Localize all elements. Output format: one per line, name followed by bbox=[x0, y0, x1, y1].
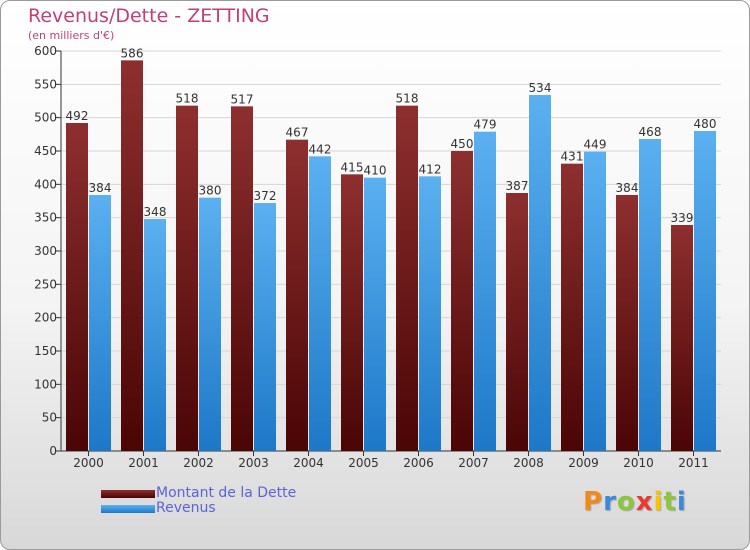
data-label-dette: 518 bbox=[176, 92, 199, 106]
bar-revenus bbox=[144, 219, 166, 451]
data-label-dette: 492 bbox=[66, 109, 89, 123]
data-label-dette: 518 bbox=[396, 92, 419, 106]
bar-revenus bbox=[199, 197, 221, 451]
data-label-revenus: 534 bbox=[529, 81, 552, 95]
bar-revenus bbox=[419, 176, 441, 452]
y-tick-label: 400 bbox=[34, 177, 57, 191]
bar-dette bbox=[121, 60, 143, 451]
y-tick-label: 550 bbox=[34, 77, 57, 91]
x-tick-label: 2002 bbox=[183, 456, 214, 470]
x-tick-label: 2006 bbox=[403, 456, 434, 470]
y-tick-label: 50 bbox=[42, 411, 57, 425]
data-label-revenus: 410 bbox=[364, 164, 387, 178]
bar-dette bbox=[341, 174, 363, 452]
bar-revenus bbox=[254, 203, 276, 451]
bar-revenus bbox=[639, 139, 661, 451]
bar-dette bbox=[66, 123, 88, 451]
legend-label-dette: Montant de la Dette bbox=[156, 485, 297, 501]
y-tick-label: 500 bbox=[34, 111, 57, 125]
chart-subtitle: (en milliers d'€) bbox=[28, 29, 115, 42]
bar-dette bbox=[671, 225, 693, 451]
legend-swatch-dette bbox=[101, 490, 155, 498]
bar-revenus bbox=[309, 156, 331, 452]
bar-revenus bbox=[529, 95, 551, 451]
legend-swatch-revenus bbox=[101, 505, 155, 513]
data-label-revenus: 380 bbox=[199, 184, 222, 198]
y-tick-label: 250 bbox=[34, 277, 57, 291]
x-tick-label: 2005 bbox=[348, 456, 379, 470]
x-tick-label: 2001 bbox=[128, 456, 159, 470]
data-label-dette: 384 bbox=[616, 181, 639, 195]
bar-dette bbox=[286, 139, 308, 451]
x-tick-label: 2004 bbox=[293, 456, 324, 470]
axes: 0 50 100 150 200 250 300 350 400 450 500 550 600 2000… bbox=[34, 44, 721, 470]
bar-revenus bbox=[584, 151, 606, 451]
data-label-dette: 431 bbox=[561, 150, 584, 164]
logo-letter: r bbox=[603, 487, 617, 517]
x-tick-label: 2009 bbox=[568, 456, 599, 470]
data-label-revenus: 468 bbox=[639, 125, 662, 139]
data-label-dette: 415 bbox=[341, 160, 364, 174]
logo-letter: P bbox=[583, 487, 604, 517]
x-tick-label: 2008 bbox=[513, 456, 544, 470]
bar-dette bbox=[396, 105, 418, 452]
y-tick-label: 0 bbox=[49, 444, 57, 458]
data-label-revenus: 384 bbox=[89, 181, 112, 195]
bar-dette bbox=[506, 193, 528, 451]
bar-dette bbox=[561, 163, 583, 451]
x-tick-label: 2007 bbox=[458, 456, 489, 470]
bar-dette bbox=[616, 195, 638, 451]
x-tick-label: 2003 bbox=[238, 456, 269, 470]
x-tick-label: 2000 bbox=[73, 456, 104, 470]
bar-dette bbox=[451, 151, 473, 451]
bars bbox=[66, 60, 716, 452]
y-tick-label: 450 bbox=[34, 144, 57, 158]
y-tick-label: 150 bbox=[34, 344, 57, 358]
x-tick-label: 2010 bbox=[623, 456, 654, 470]
grid-lines bbox=[61, 50, 721, 452]
data-label-dette: 339 bbox=[671, 211, 694, 225]
logo-letter: i bbox=[653, 487, 664, 517]
y-tick-label: 300 bbox=[34, 244, 57, 258]
data-label-revenus: 442 bbox=[309, 142, 332, 156]
legend-label-revenus: Revenus bbox=[156, 500, 216, 516]
y-tick-label: 100 bbox=[34, 377, 57, 391]
chart-title: Revenus/Dette - ZETTING bbox=[28, 5, 270, 27]
bar-revenus bbox=[694, 131, 716, 451]
data-label-dette: 450 bbox=[451, 137, 474, 151]
data-label-revenus: 479 bbox=[474, 118, 497, 132]
y-tick-label: 200 bbox=[34, 311, 57, 325]
data-label-revenus: 348 bbox=[144, 205, 167, 219]
data-label-revenus: 372 bbox=[254, 189, 277, 203]
data-label-revenus: 412 bbox=[419, 162, 442, 176]
data-label-dette: 387 bbox=[506, 179, 529, 193]
bar-dette bbox=[176, 105, 198, 452]
bar-revenus bbox=[89, 195, 111, 451]
bar-revenus bbox=[474, 131, 496, 451]
logo-letter: i bbox=[676, 487, 687, 517]
data-label-revenus: 480 bbox=[694, 117, 717, 131]
data-label-dette: 586 bbox=[121, 46, 144, 60]
logo-letter: o bbox=[616, 487, 636, 517]
x-tick-label: 2011 bbox=[678, 456, 709, 470]
y-tick-label: 600 bbox=[34, 44, 57, 58]
data-label-dette: 467 bbox=[286, 126, 309, 140]
data-label-revenus: 449 bbox=[584, 138, 607, 152]
bar-revenus bbox=[364, 177, 386, 451]
logo-letter: t bbox=[663, 487, 677, 517]
y-tick-label: 350 bbox=[34, 211, 57, 225]
bar-dette bbox=[231, 106, 253, 451]
logo-letter: x bbox=[635, 487, 654, 517]
proxiti-logo: Proxiti bbox=[583, 487, 687, 517]
data-label-dette: 517 bbox=[231, 92, 254, 106]
